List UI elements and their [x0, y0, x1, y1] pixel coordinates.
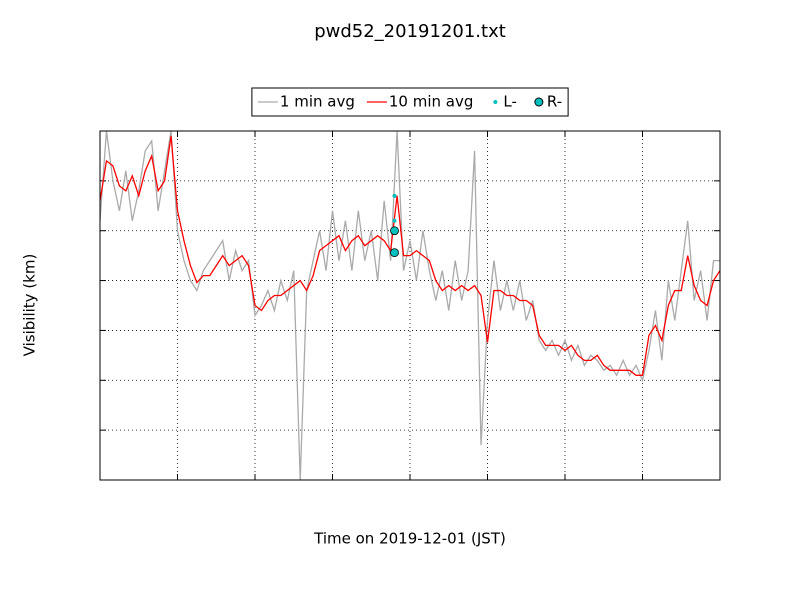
legend-marker — [534, 97, 544, 107]
series-point — [390, 248, 399, 258]
legend-marker — [493, 100, 498, 104]
chart-title: pwd52_20191201.txt — [314, 21, 506, 42]
legend-label: L- — [503, 93, 517, 111]
legend-label: 10 min avg — [389, 93, 474, 111]
legend-item: R- — [534, 93, 562, 111]
legend-item: 10 min avg — [366, 93, 474, 111]
y-axis-label: Visibility (km) — [21, 254, 39, 357]
x-axis-label: Time on 2019-12-01 (JST) — [313, 530, 506, 548]
plot-frame — [99, 130, 721, 481]
legend-label: R- — [547, 93, 562, 111]
legend-item: L- — [493, 93, 517, 111]
series-line — [100, 135, 720, 376]
series-point — [390, 226, 399, 236]
legend: 1 min avg 10 min avg L- R- — [251, 87, 569, 117]
legend-item: 1 min avg — [257, 93, 355, 111]
plot-area: 0510152025303500:0003:0006:0009:0012:001… — [100, 131, 720, 480]
series-point — [392, 218, 397, 223]
legend-label: 1 min avg — [280, 93, 355, 111]
series-line — [100, 131, 720, 480]
series-point — [392, 193, 397, 198]
legend-box — [251, 87, 569, 117]
